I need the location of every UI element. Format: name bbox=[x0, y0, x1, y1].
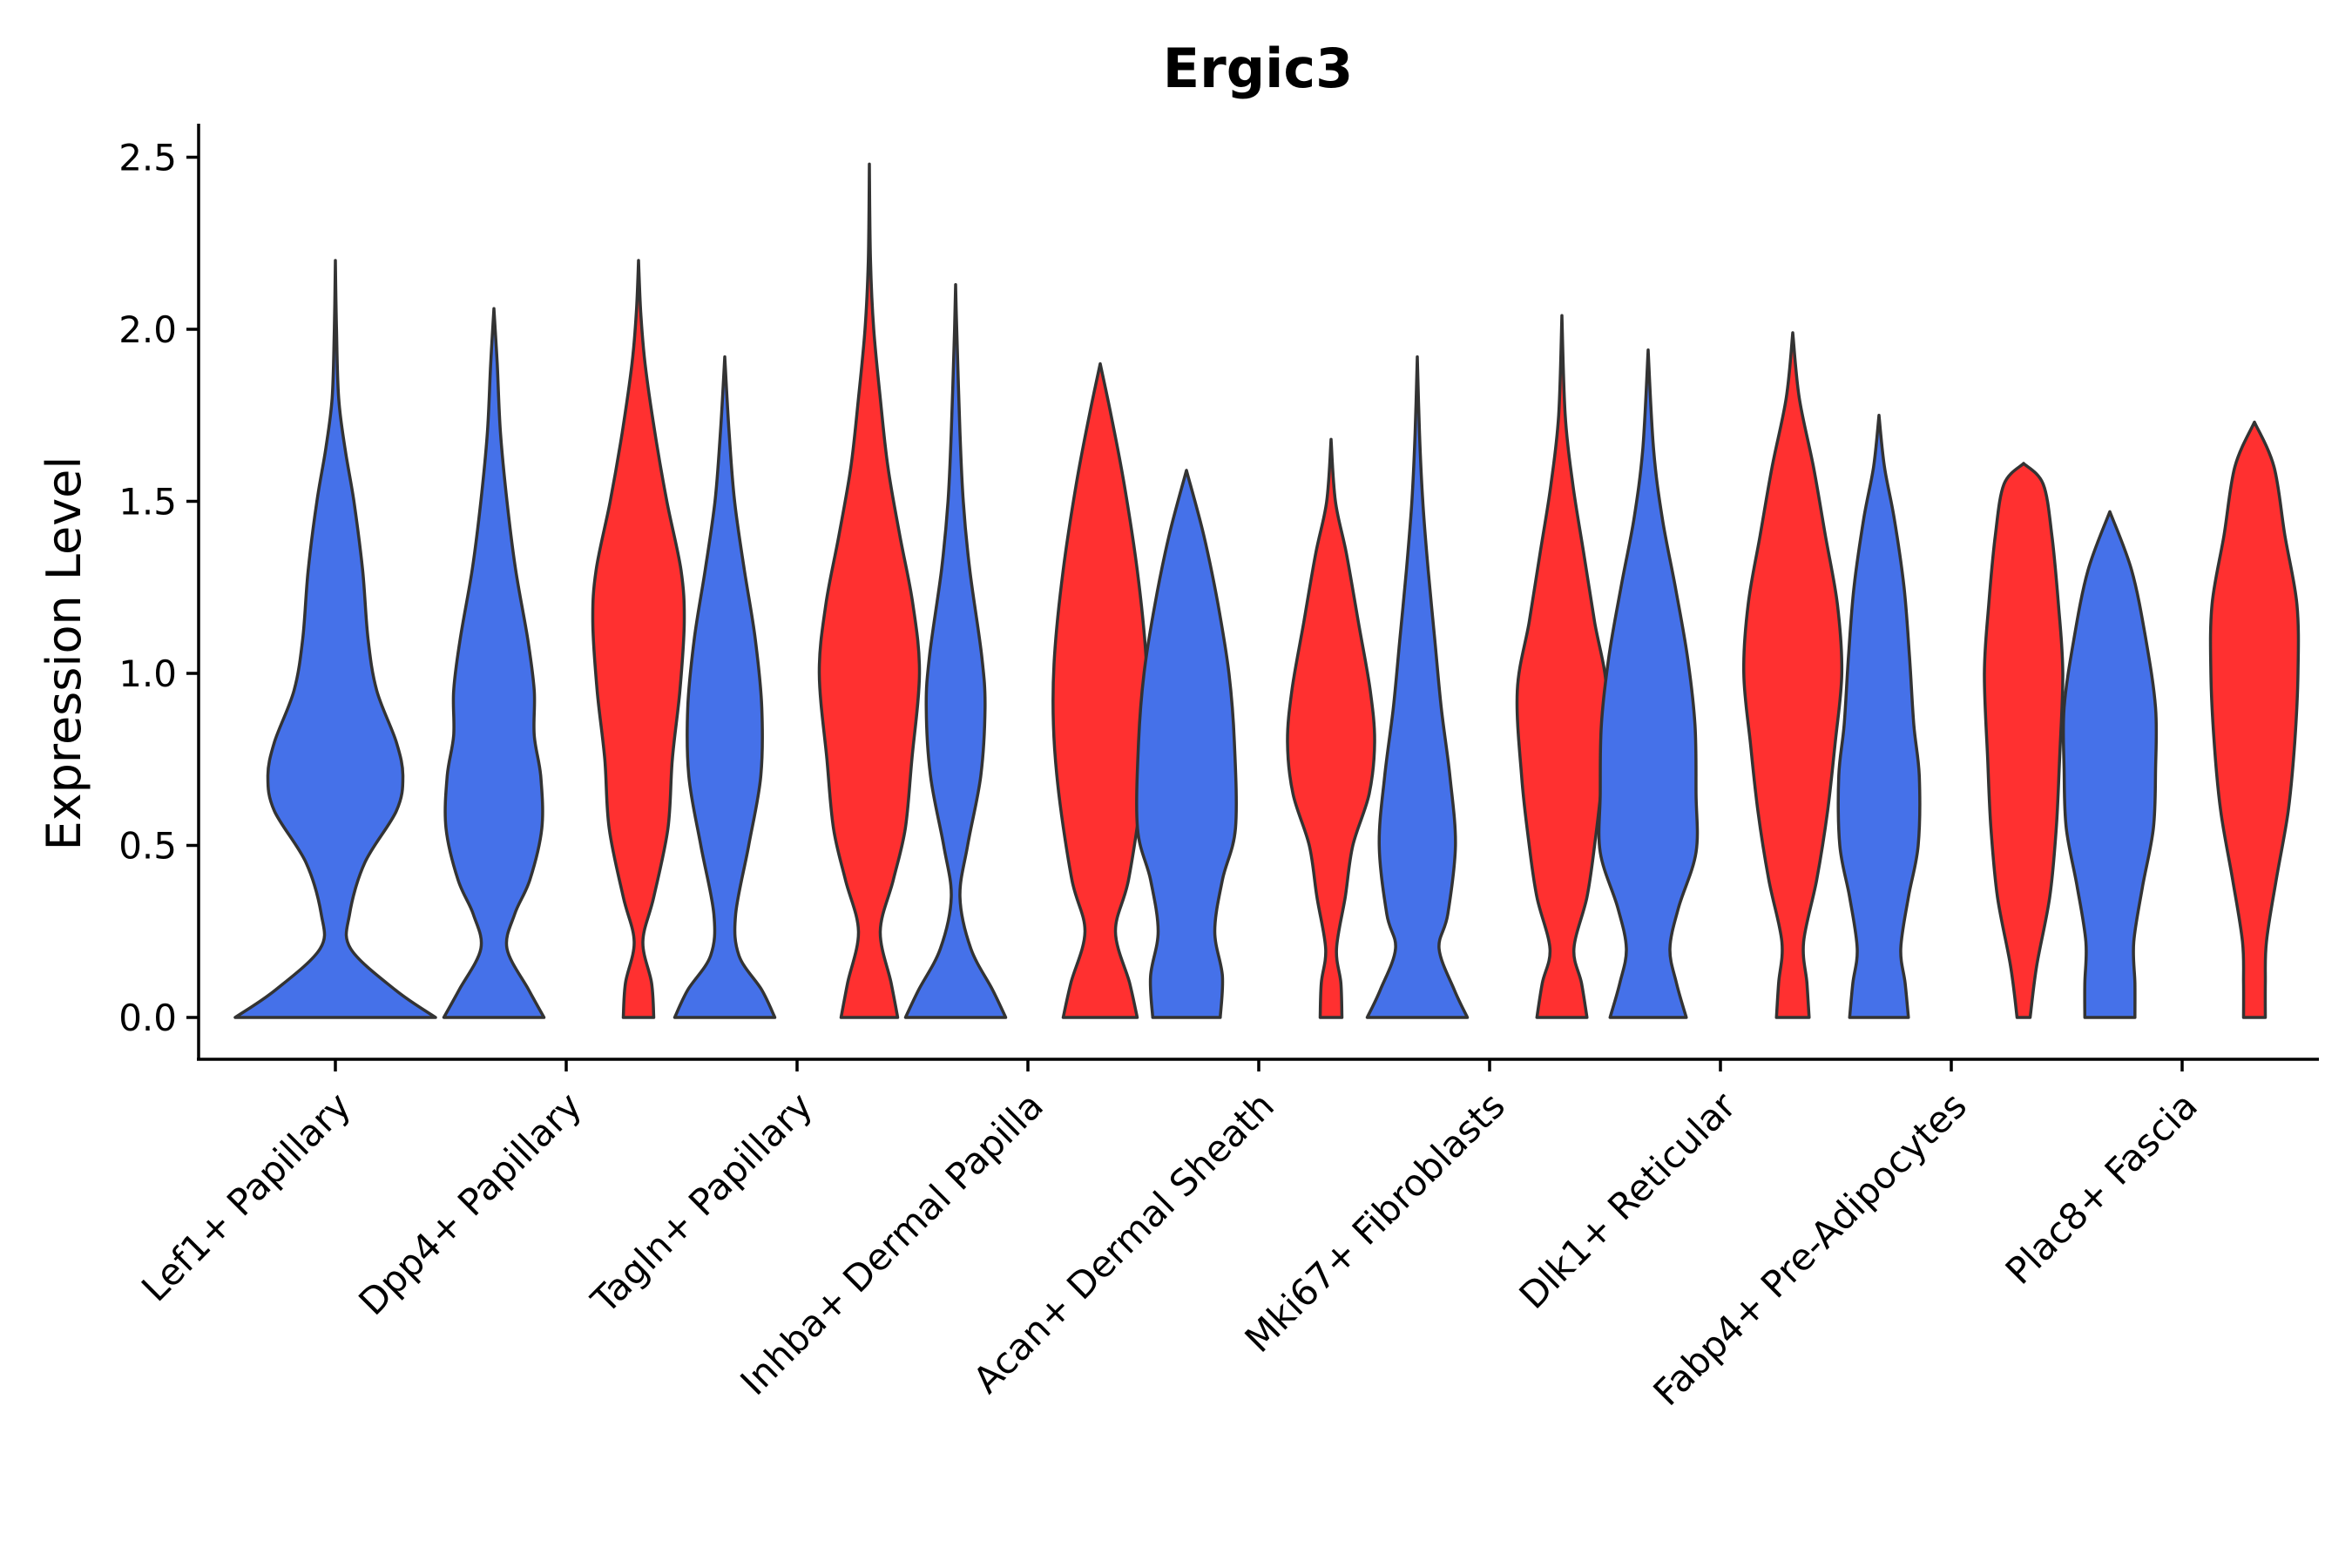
violin-tagln-papillary-group-2 bbox=[817, 162, 922, 1019]
y-tick-label: 2.0 bbox=[118, 308, 177, 351]
violin-plac8-fascia-group-1 bbox=[2061, 510, 2159, 1019]
violin-dpp4-papillary-group-1 bbox=[442, 307, 546, 1019]
x-tick-label: Mki67+ Fibroblasts bbox=[1237, 1084, 1513, 1360]
violin-inhba-dermal-papilla-group-2 bbox=[1051, 362, 1149, 1019]
x-tick-label: Tagln+ Papillary bbox=[583, 1084, 821, 1321]
y-tick-label: 1.0 bbox=[118, 652, 177, 695]
x-tick-label: Dlk1+ Reticular bbox=[1511, 1084, 1745, 1317]
y-tick-label: 1.5 bbox=[118, 481, 177, 524]
violin-mki67-fibroblasts-group-1 bbox=[1365, 355, 1470, 1019]
chart-title: Ergic3 bbox=[1163, 37, 1353, 100]
violin-dlk1-reticular-group-1 bbox=[1597, 348, 1700, 1019]
violin-acan-dermal-sheath-group-2 bbox=[1286, 437, 1376, 1019]
violin-fabp4-pre-adipocytes-group-2 bbox=[1983, 462, 2065, 1019]
violin-plac8-fascia-group-2 bbox=[2208, 420, 2301, 1019]
x-tick-label: Plac8+ Fascia bbox=[1997, 1084, 2206, 1292]
violin-dpp4-papillary-group-2 bbox=[591, 259, 686, 1019]
y-tick-label: 0.5 bbox=[118, 825, 177, 868]
violin-fabp4-pre-adipocytes-group-1 bbox=[1836, 414, 1922, 1019]
y-tick-label: 2.5 bbox=[118, 137, 177, 179]
y-axis-label: Expression Level bbox=[37, 456, 91, 851]
y-ticks-group: 0.0 0.5 1.0 1.5 2.0 2.5 bbox=[118, 137, 199, 1039]
violin-acan-dermal-sheath-group-1 bbox=[1135, 469, 1238, 1019]
violin-tagln-papillary-group-1 bbox=[672, 355, 777, 1019]
violin-mki67-fibroblasts-group-2 bbox=[1515, 314, 1609, 1019]
x-tick-label: Lef1+ Papillary bbox=[133, 1084, 359, 1309]
violin-lef1-papillary-group-1 bbox=[233, 259, 437, 1019]
y-tick-label: 0.0 bbox=[118, 997, 177, 1039]
violin-dlk1-reticular-group-2 bbox=[1741, 331, 1844, 1019]
x-tick-label: Dpp4+ Papillary bbox=[350, 1084, 590, 1323]
violins-group bbox=[233, 162, 2301, 1019]
violin-inhba-dermal-papilla-group-1 bbox=[903, 282, 1008, 1019]
